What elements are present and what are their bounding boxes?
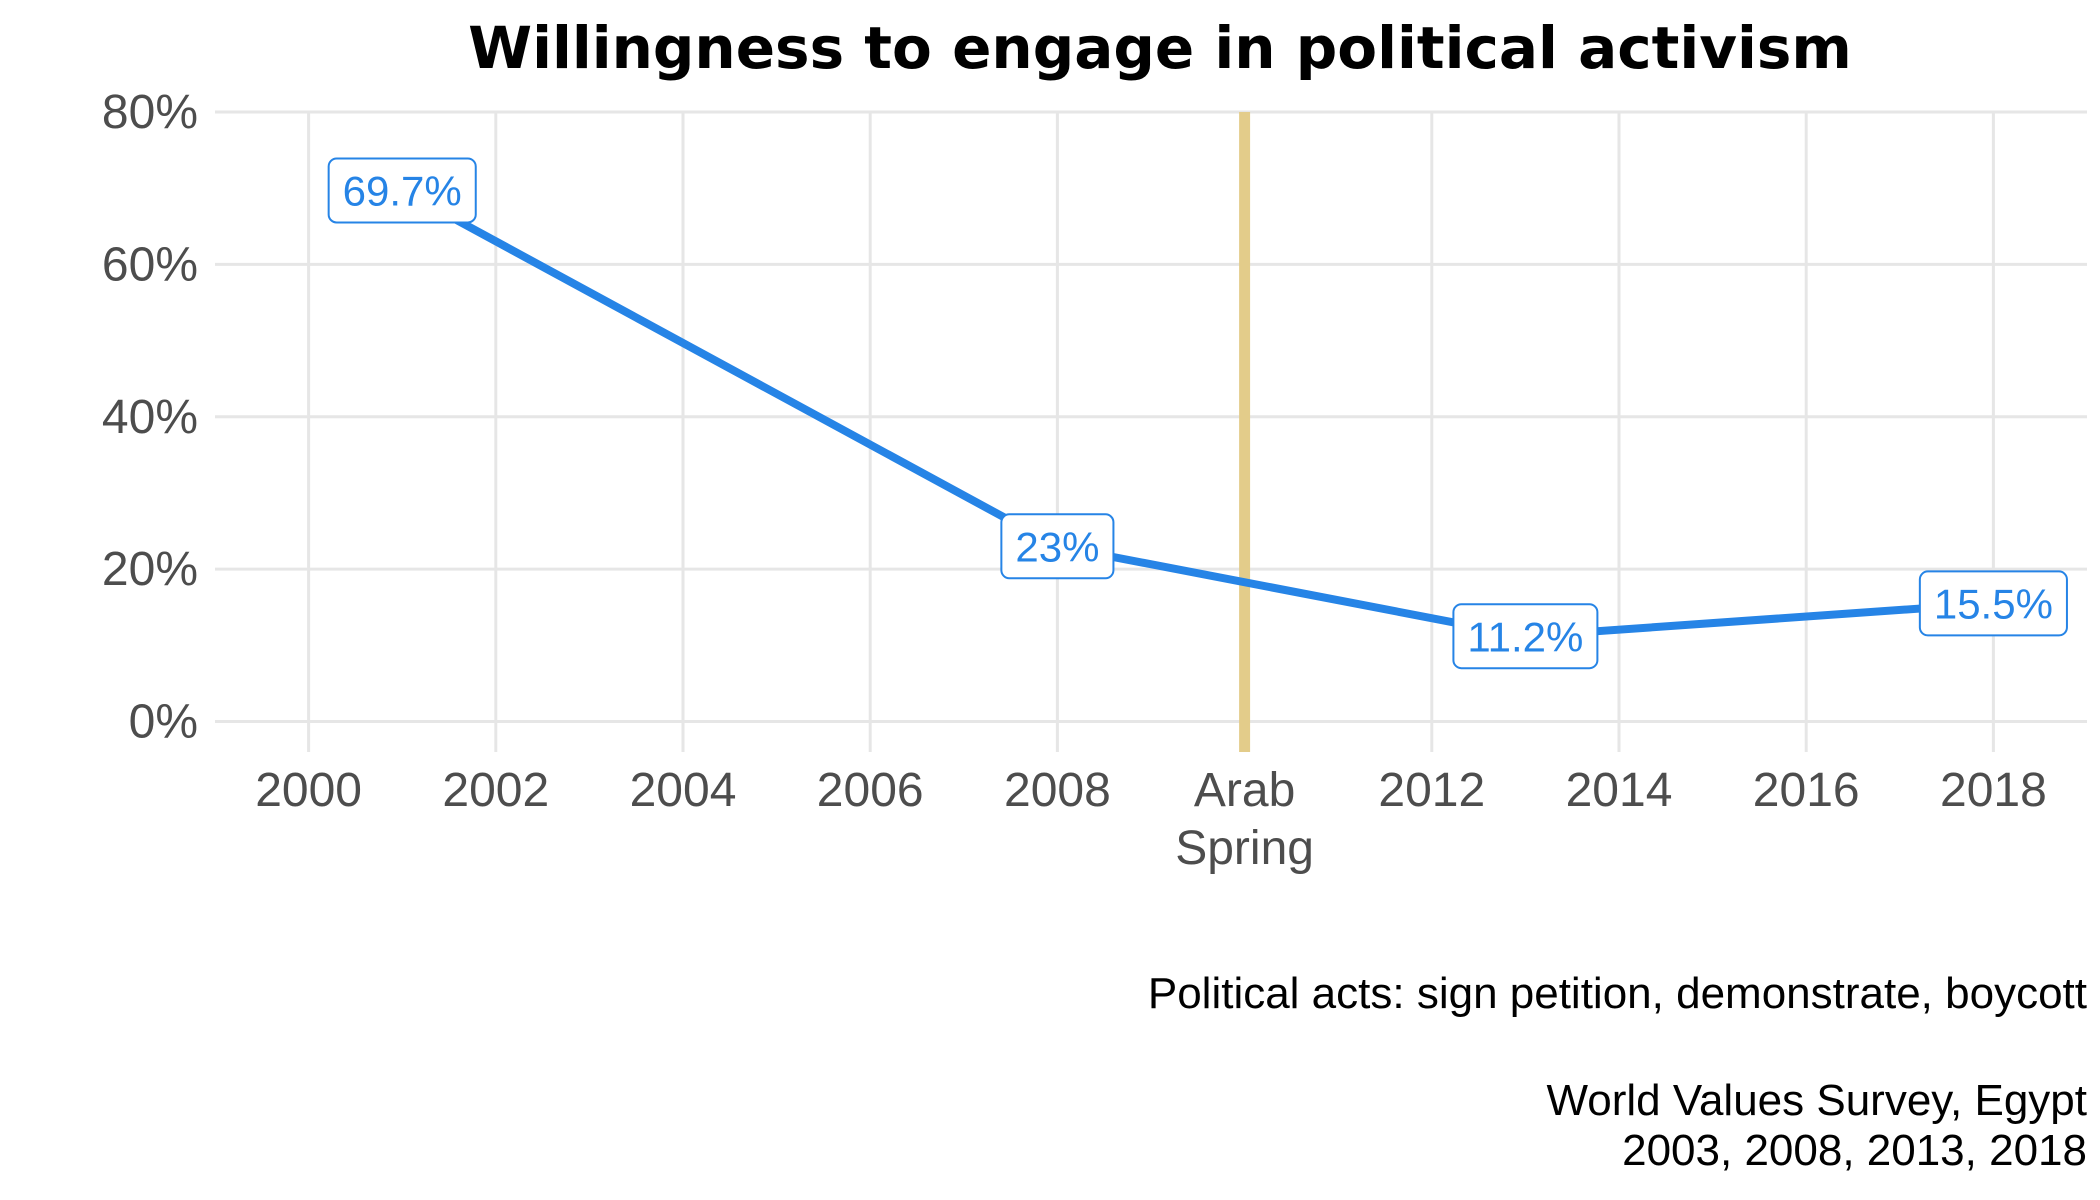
chart-title: Willingness to engage in political activ…	[468, 14, 1852, 82]
x-tick-label-5: Arab Spring	[1175, 764, 1314, 875]
x-tick-label-8: 2016	[1753, 764, 1860, 817]
data-labels: 69.7% 23% 11.2% 15.5%	[327, 157, 2068, 670]
x-tick-label-1: 2002	[442, 764, 549, 817]
data-label-0: 69.7%	[327, 157, 477, 224]
y-axis-tick-labels: 0% 20% 40% 60% 80%	[102, 86, 198, 749]
x-tick-label-6: 2012	[1378, 764, 1485, 817]
x-tick-label-4: 2008	[1004, 764, 1111, 817]
x-tick-label-9: 2018	[1940, 764, 2047, 817]
data-label-1: 23%	[1000, 513, 1115, 580]
data-label-text: 15.5%	[1934, 581, 2053, 628]
y-tick-label-0: 0%	[129, 696, 198, 749]
series-line-path	[400, 186, 1994, 641]
y-tick-label-4: 80%	[102, 86, 198, 139]
data-label-text: 11.2%	[1467, 613, 1583, 660]
series-line	[400, 186, 1994, 641]
y-tick-label-3: 60%	[102, 238, 198, 291]
x-axis-tick-labels: 2000 2002 2004 2006 2008 Arab Spring 2012 2014 20…	[255, 764, 2047, 875]
y-tick-label-1: 20%	[102, 543, 198, 596]
data-label-box	[1918, 570, 2068, 637]
data-label-box	[327, 157, 477, 224]
caption-political-acts: Political acts: sign petition, demonstra…	[1148, 969, 2087, 1018]
data-label-3: 15.5%	[1918, 570, 2068, 637]
x-tick-label-7: 2014	[1566, 764, 1673, 817]
caption-source: World Values Survey, Egypt	[1547, 1076, 2087, 1125]
data-label-box	[1000, 513, 1115, 580]
x-tick-label-0: 2000	[255, 764, 362, 817]
data-label-box	[1452, 603, 1599, 670]
x-tick-label-2: 2004	[630, 764, 737, 817]
data-label-text: 69.7%	[343, 168, 462, 215]
y-tick-label-2: 40%	[102, 391, 198, 444]
x-tick-label-3: 2006	[817, 764, 924, 817]
caption-survey-years: 2003, 2008, 2013, 2018	[1622, 1126, 2087, 1175]
data-label-2: 11.2%	[1452, 603, 1599, 670]
data-label-text: 23%	[1015, 523, 1099, 570]
